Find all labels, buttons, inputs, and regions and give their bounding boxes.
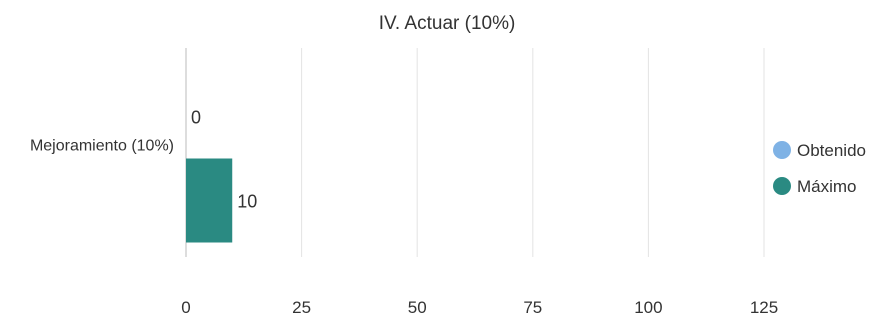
x-tick-label: 25 xyxy=(292,298,311,317)
x-tick-label: 75 xyxy=(523,298,542,317)
chart-title: IV. Actuar (10%) xyxy=(379,13,516,34)
x-axis-tick-labels: 0 25 50 75 100 125 xyxy=(181,298,778,317)
legend-marker xyxy=(773,141,791,159)
legend-label: Máximo xyxy=(797,177,857,196)
y-axis-category-labels: Mejoramiento (10%) xyxy=(30,138,174,155)
category-label: Mejoramiento (10%) xyxy=(30,138,174,155)
bar-maximo xyxy=(186,158,233,243)
gridlines xyxy=(185,48,765,257)
x-tick-label: 0 xyxy=(181,298,190,317)
legend: Obtenido Máximo xyxy=(773,141,866,196)
x-tick-label: 50 xyxy=(408,298,427,317)
legend-label: Obtenido xyxy=(797,141,866,160)
data-label: 10 xyxy=(237,192,257,212)
data-label: 0 xyxy=(191,108,201,128)
bars xyxy=(186,158,233,243)
legend-marker xyxy=(773,177,791,195)
x-tick-label: 125 xyxy=(750,298,778,317)
data-labels: 0 10 xyxy=(191,108,257,212)
x-tick-label: 100 xyxy=(634,298,662,317)
